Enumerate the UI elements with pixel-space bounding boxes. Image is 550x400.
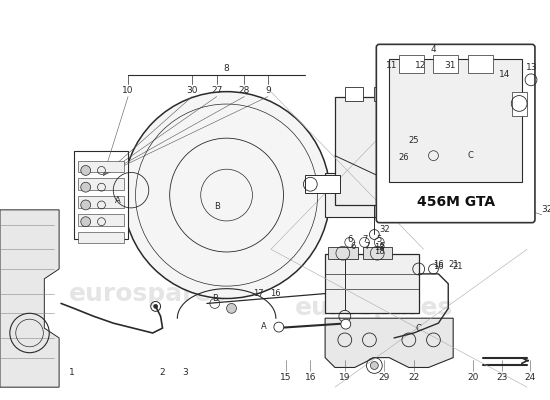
Text: B: B [212, 294, 218, 303]
Bar [325, 254, 419, 313]
Text: 28: 28 [239, 86, 250, 95]
Bar [433, 87, 451, 102]
Bar [362, 247, 392, 259]
Polygon shape [325, 318, 453, 368]
Bar [456, 168, 471, 182]
Text: 9: 9 [265, 86, 271, 95]
Text: 16: 16 [305, 373, 316, 382]
Bar [74, 151, 128, 240]
Bar [325, 174, 409, 217]
Text: 21: 21 [448, 260, 458, 268]
Text: C: C [416, 324, 422, 332]
Text: 15: 15 [280, 373, 292, 382]
Text: 20: 20 [467, 373, 478, 382]
Circle shape [123, 92, 330, 298]
Text: 456M GTA: 456M GTA [416, 195, 494, 209]
Text: 6: 6 [347, 235, 353, 244]
Text: 19: 19 [339, 373, 350, 382]
Text: A: A [116, 196, 121, 204]
Circle shape [81, 166, 91, 175]
Text: 4: 4 [431, 45, 436, 54]
Text: 16: 16 [271, 289, 281, 298]
Bar [78, 160, 124, 172]
Text: 1: 1 [69, 368, 75, 377]
Text: 31: 31 [444, 60, 456, 70]
Bar [399, 55, 424, 73]
Text: 30: 30 [186, 86, 198, 95]
Bar [78, 232, 124, 243]
Text: 32: 32 [379, 225, 390, 234]
Bar [78, 214, 124, 226]
Circle shape [153, 304, 158, 308]
Text: 16: 16 [433, 260, 444, 268]
Text: 14: 14 [499, 70, 510, 79]
Bar [78, 196, 124, 208]
Text: 25: 25 [409, 136, 419, 145]
Text: 6: 6 [350, 242, 355, 251]
Circle shape [81, 217, 91, 226]
Text: eurospares: eurospares [295, 296, 454, 320]
Bar [375, 87, 392, 102]
Circle shape [227, 304, 236, 313]
Text: C: C [468, 151, 474, 160]
Text: 5: 5 [379, 242, 385, 251]
Text: 12: 12 [415, 60, 426, 70]
Text: 32: 32 [541, 205, 550, 214]
Circle shape [370, 362, 378, 370]
Text: 2: 2 [160, 368, 166, 377]
Text: 17: 17 [253, 289, 263, 298]
Text: 3: 3 [183, 368, 188, 377]
Bar [328, 247, 358, 259]
Circle shape [81, 200, 91, 210]
Text: 27: 27 [211, 86, 222, 95]
Bar [389, 59, 522, 182]
Text: 18: 18 [374, 243, 384, 252]
Text: 8: 8 [224, 64, 229, 74]
Circle shape [341, 319, 351, 329]
Text: 7: 7 [362, 235, 367, 244]
Bar [305, 175, 340, 193]
Polygon shape [0, 210, 59, 387]
Text: 16: 16 [433, 262, 444, 272]
Bar [404, 87, 422, 102]
Circle shape [81, 182, 91, 192]
Text: 13: 13 [526, 62, 538, 72]
Text: 10: 10 [122, 86, 134, 95]
Bar [433, 55, 458, 73]
Text: 23: 23 [497, 373, 508, 382]
FancyBboxPatch shape [376, 44, 535, 223]
Bar [335, 96, 463, 205]
Bar [456, 138, 471, 153]
Bar [345, 87, 362, 102]
Bar [468, 55, 493, 73]
Bar [512, 92, 527, 116]
Text: B: B [214, 202, 219, 211]
Text: 22: 22 [408, 373, 420, 382]
Circle shape [274, 322, 284, 332]
Text: 29: 29 [378, 373, 390, 382]
Text: 11: 11 [386, 60, 398, 70]
Text: 18: 18 [374, 247, 384, 256]
Text: 24: 24 [524, 373, 536, 382]
Text: eurospares: eurospares [69, 282, 227, 306]
Bar [404, 180, 432, 210]
Text: A: A [261, 322, 267, 331]
Text: 7: 7 [365, 242, 370, 251]
Text: 21: 21 [453, 262, 463, 272]
Bar [456, 108, 471, 123]
Text: 5: 5 [377, 235, 382, 244]
Bar [78, 178, 124, 190]
Text: 26: 26 [399, 153, 409, 162]
